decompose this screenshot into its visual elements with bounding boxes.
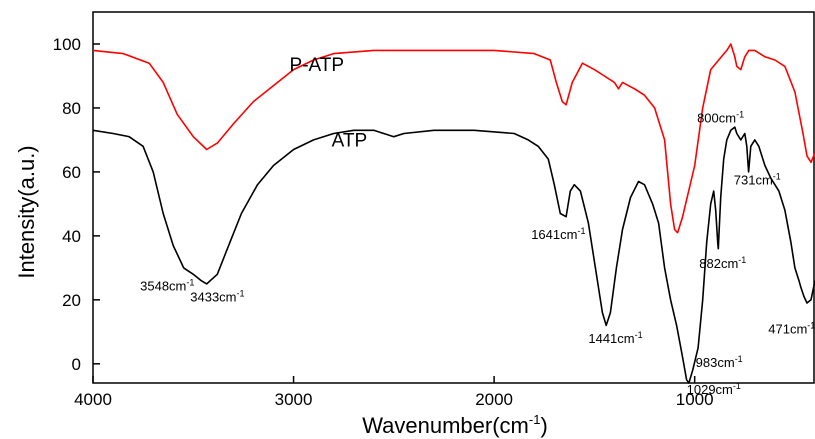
y-tick-label: 20	[62, 291, 81, 310]
peak-annotation: 1441cm-1	[588, 330, 642, 346]
peak-annotation: 3548cm-1	[140, 277, 194, 293]
peak-annotation: 731cm-1	[734, 172, 781, 188]
x-tick-label: 2000	[475, 390, 513, 409]
y-axis-title: Intensity(a.u.)	[14, 145, 39, 278]
peak-annotation: 983cm-1	[696, 354, 743, 370]
y-tick-label: 100	[53, 35, 81, 54]
x-axis-title: Wavenumber(cm-1)	[362, 412, 548, 438]
x-tick-label: 3000	[275, 390, 313, 409]
plot-frame	[92, 11, 815, 384]
y-tick-label: 40	[62, 227, 81, 246]
x-tick-label: 1000	[676, 390, 714, 409]
y-tick-label: 80	[62, 99, 81, 118]
y-tick-label: 0	[72, 355, 81, 374]
peak-annotation: 3433cm-1	[190, 288, 244, 304]
series-label: P-ATP	[290, 55, 345, 76]
series-label: ATP	[332, 130, 368, 151]
series-line-p-atp	[92, 43, 815, 234]
peak-annotation: 1641cm-1	[531, 226, 585, 242]
peak-annotation: 1029cm-1	[687, 381, 741, 397]
y-tick-label: 60	[62, 163, 81, 182]
series-line-atp	[92, 126, 815, 384]
peak-annotation: 800cm-1	[697, 109, 744, 125]
peak-annotation: 882cm-1	[699, 255, 746, 271]
x-tick-label: 4000	[74, 390, 112, 409]
peak-annotation: 471cm-1	[768, 320, 815, 336]
